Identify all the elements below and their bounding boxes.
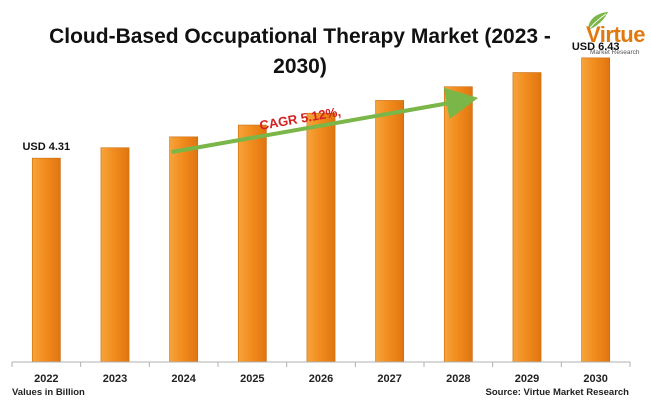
logo-subtitle: Market Research bbox=[590, 49, 640, 56]
bar-2027 bbox=[375, 100, 405, 363]
x-tick-label-2026: 2026 bbox=[309, 373, 333, 385]
x-tick-label-2030: 2030 bbox=[583, 373, 607, 385]
bar-2022 bbox=[31, 157, 61, 363]
chart-title-line2: 2030) bbox=[273, 55, 327, 78]
chart-title: Cloud-Based Occupational Therapy Market … bbox=[30, 22, 570, 82]
x-tick-label-2024: 2024 bbox=[171, 373, 196, 385]
logo-wordmark: Virtue bbox=[586, 22, 645, 47]
units-note: Values in Billion bbox=[12, 387, 85, 398]
data-label-2030: USD 6.43 bbox=[572, 41, 620, 53]
data-label-2022: USD 4.31 bbox=[22, 141, 70, 153]
bar-2026 bbox=[306, 112, 336, 363]
bar-2025 bbox=[237, 124, 267, 363]
bar-2024 bbox=[169, 136, 199, 363]
bar-2028 bbox=[443, 86, 473, 363]
cagr-arrow bbox=[171, 87, 479, 154]
brand-logo: Virtue Market Research bbox=[580, 8, 648, 62]
bar-2023 bbox=[100, 147, 130, 363]
source-note: Source: Virtue Market Research bbox=[485, 387, 629, 398]
bar-2029 bbox=[512, 72, 542, 363]
x-tick-label-2023: 2023 bbox=[103, 373, 127, 385]
x-tick-label-2025: 2025 bbox=[240, 373, 264, 385]
bar-2030 bbox=[581, 57, 611, 363]
chart-title-line1: Cloud-Based Occupational Therapy Market … bbox=[49, 25, 551, 48]
leaf-icon bbox=[588, 12, 608, 30]
x-tick-label-2029: 2029 bbox=[515, 373, 539, 385]
x-tick-label-2028: 2028 bbox=[446, 373, 470, 385]
x-tick-label-2027: 2027 bbox=[377, 373, 401, 385]
x-tick-label-2022: 2022 bbox=[34, 373, 58, 385]
